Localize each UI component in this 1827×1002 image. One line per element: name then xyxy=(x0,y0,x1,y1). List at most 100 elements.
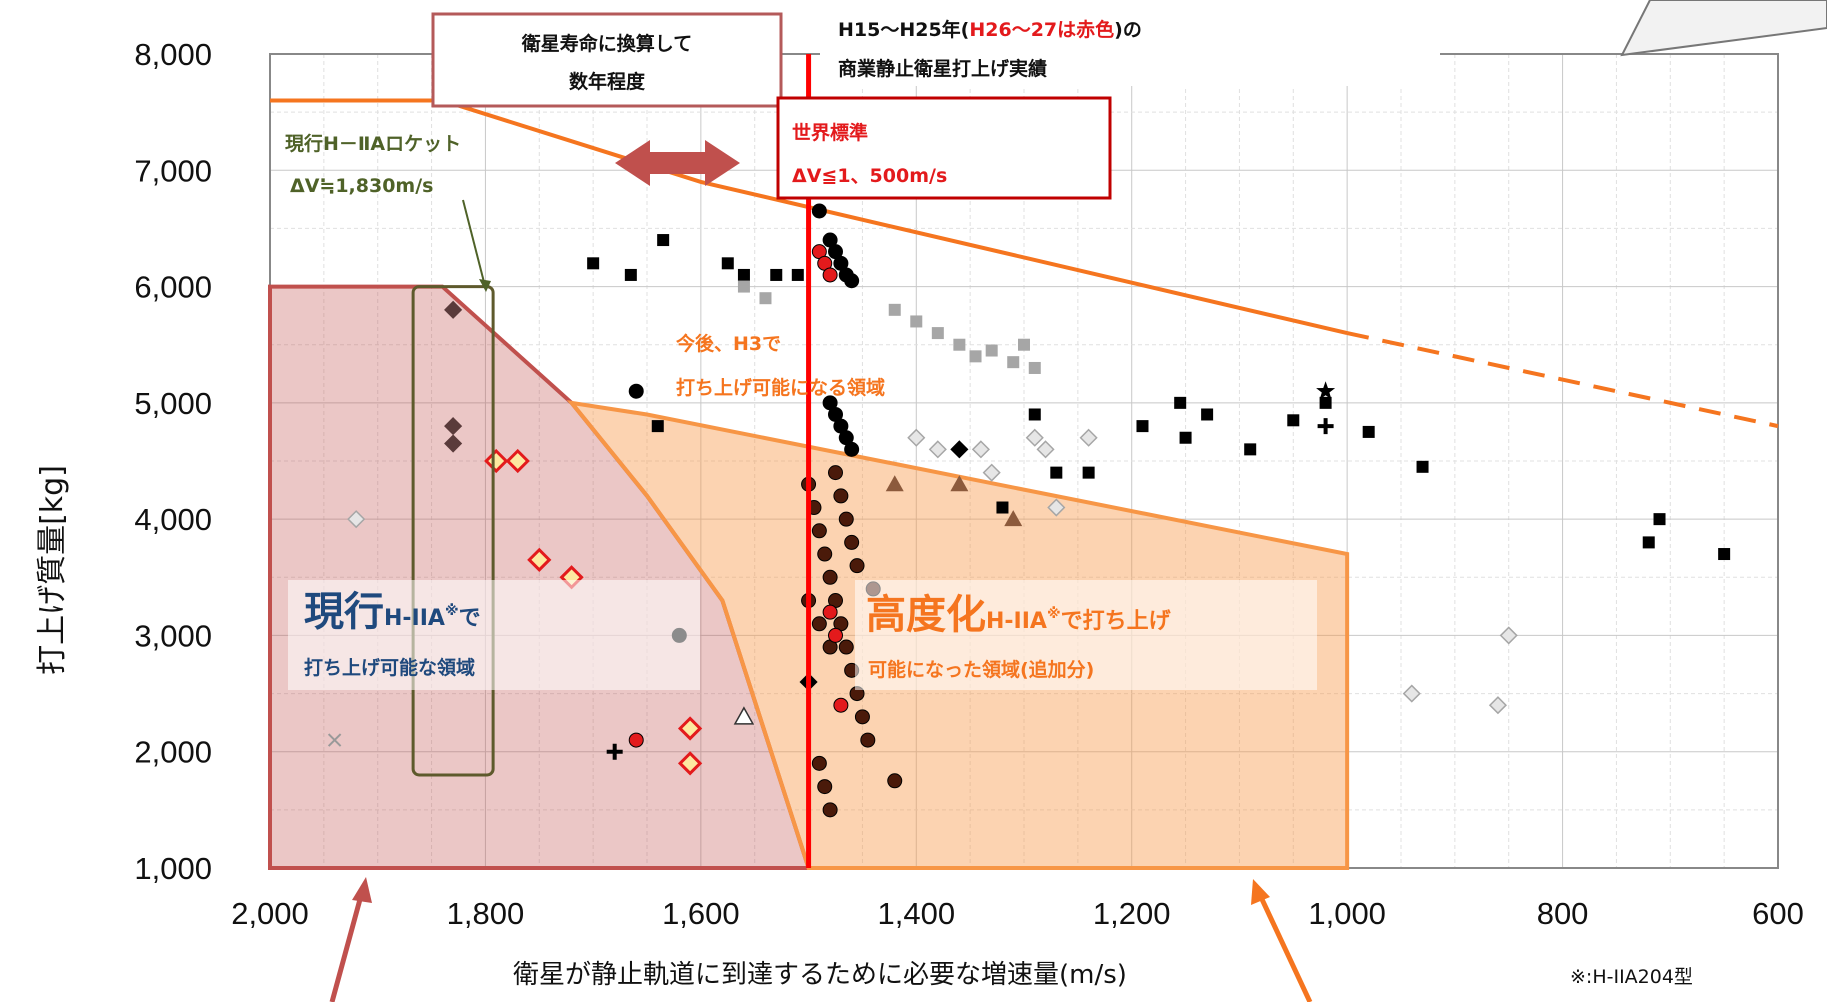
record-line2: 商業静止衛星打上げ実績 xyxy=(838,57,1047,80)
data-point-red-diamond xyxy=(484,448,509,474)
data-point-red-diamond xyxy=(527,547,552,572)
data-point-dark-diamond xyxy=(444,300,463,319)
data-point-brown-circle xyxy=(849,558,865,574)
current-region-label: 現行H-IIA※で 打ち上げ可能な領域 xyxy=(288,580,700,690)
data-point-red-diamond xyxy=(505,448,530,474)
lifetime-annotation: 衛星寿命に換算して 数年程度 xyxy=(431,12,783,108)
x-tick-label: 1,800 xyxy=(447,896,525,931)
data-point-brown-circle xyxy=(833,488,849,504)
world-standard-line2: ΔV≦1、500m/s xyxy=(792,165,947,187)
data-point-gray-square xyxy=(931,327,944,340)
y-tick-label: 7,000 xyxy=(134,153,212,188)
data-point-gray-diamond xyxy=(1047,498,1066,517)
h3-line2: 打ち上げ可能になる領域 xyxy=(676,376,885,399)
y-tick-label: 6,000 xyxy=(134,270,212,305)
y-tick-label: 1,000 xyxy=(134,851,212,886)
data-point-open-triangle xyxy=(733,706,755,725)
data-point-black-square xyxy=(1653,513,1666,526)
y-axis-ticks: 8,000 7,000 6,000 5,000 4,000 3,000 2,000 1,000 xyxy=(134,37,212,886)
current-rocket-line1: 現行H－ⅡAロケット xyxy=(285,132,461,155)
data-point-black-square xyxy=(1201,408,1214,421)
data-point-black-square xyxy=(737,268,750,281)
lifetime-double-arrow-icon xyxy=(615,140,740,186)
x-tick-label: 2,000 xyxy=(231,896,309,931)
data-point-gray-square xyxy=(737,280,750,293)
data-point-black-square xyxy=(1319,396,1332,409)
data-point-gray-square xyxy=(1018,338,1030,351)
x-axis-ticks: 2,000 1,800 1,600 1,400 1,200 1,000 800 600 xyxy=(231,896,1804,931)
data-point-black-star xyxy=(1316,381,1336,400)
data-point-red-diamond xyxy=(677,751,703,776)
data-point-brown-circle xyxy=(887,773,903,789)
data-point-gray-diamond xyxy=(1036,440,1055,459)
data-point-black-circle xyxy=(628,383,644,399)
data-point-black-square xyxy=(657,234,670,247)
footnote: ※:H-IIA204型 xyxy=(1570,966,1693,988)
data-point-brown-circle xyxy=(844,534,860,550)
data-point-red-circle xyxy=(822,604,838,620)
callout-shape xyxy=(1620,0,1827,57)
data-point-gray-diamond xyxy=(1402,684,1421,703)
data-point-black-square xyxy=(721,257,734,270)
x-tick-label: 1,600 xyxy=(662,896,740,931)
y-axis-label: 打上げ質量[kg] xyxy=(35,465,70,675)
current-region-arrow-icon xyxy=(329,877,372,1002)
data-point-gray-diamond xyxy=(1488,696,1508,715)
data-point-black-circle xyxy=(844,273,860,289)
data-point-black-cross xyxy=(1317,418,1334,435)
data-point-gray-diamond xyxy=(907,428,926,447)
advanced-region-arrow-icon xyxy=(1251,879,1313,1002)
data-point-gray-square xyxy=(1007,356,1020,369)
data-point-black-square xyxy=(791,268,804,281)
data-point-black-square xyxy=(996,501,1009,514)
world-standard-annotation: 世界標準 ΔV≦1、500m/s xyxy=(776,96,1112,200)
y-tick-label: 5,000 xyxy=(134,386,212,421)
data-point-brown-circle xyxy=(838,639,854,655)
data-point-black-square xyxy=(770,268,783,281)
data-point-black-square xyxy=(1287,414,1300,427)
data-point-gray-square xyxy=(969,350,982,363)
data-point-black-square xyxy=(1179,431,1192,444)
data-point-red-circle xyxy=(822,267,838,283)
data-point-gray-diamond xyxy=(982,463,1001,482)
data-point-black-square xyxy=(651,420,664,433)
data-point-gray-diamond xyxy=(1079,428,1098,447)
data-point-gray-square xyxy=(1028,361,1041,374)
h3-line-solid xyxy=(270,98,1348,336)
data-point-black-diamond xyxy=(950,440,969,459)
world-standard-line1: 世界標準 xyxy=(792,121,868,144)
data-point-black-square xyxy=(1362,425,1375,438)
data-point-black-square xyxy=(1028,408,1041,421)
data-point-black-square xyxy=(1136,420,1149,433)
x-tick-label: 1,200 xyxy=(1093,896,1171,931)
data-point-gray-square xyxy=(910,315,923,328)
data-point-gray-square xyxy=(953,338,966,351)
data-point-red-diamond xyxy=(677,716,703,741)
current-region-line1: 現行H-IIA※で xyxy=(304,589,481,635)
data-point-brown-circle xyxy=(811,755,827,771)
data-point-black-square xyxy=(624,268,637,281)
x-tick-label: 800 xyxy=(1537,896,1589,931)
data-point-gray-diamond xyxy=(971,440,990,459)
current-rocket-line2: ΔV≒1,830m/s xyxy=(290,175,433,197)
data-point-brown-triangle xyxy=(1004,510,1023,527)
data-point-black-square xyxy=(1082,466,1095,479)
data-point-black-circle xyxy=(811,203,827,219)
advanced-region-label: 高度化H-IIA※で打ち上げ 可能になった領域(追加分) xyxy=(855,580,1317,690)
data-point-gray-diamond xyxy=(1025,428,1044,447)
h3-line1: 今後、H3で xyxy=(675,332,781,355)
data-point-red-circle xyxy=(828,627,843,643)
h3-line-dashed xyxy=(1346,331,1779,429)
advanced-region-line1: 高度化H-IIA※で打ち上げ xyxy=(866,592,1172,638)
data-point-brown-triangle xyxy=(950,475,969,492)
data-point-black-square xyxy=(587,257,600,270)
data-point-gray-square xyxy=(888,303,901,316)
data-point-red-circle xyxy=(628,732,644,748)
lifetime-line1: 衛星寿命に換算して xyxy=(521,32,692,55)
record-annotation: H15〜H25年(H26〜27は赤色)の 商業静止衛星打上げ実績 xyxy=(820,0,1440,86)
data-point-brown-circle xyxy=(854,709,870,725)
data-point-brown-circle xyxy=(817,779,833,795)
data-point-black-circle xyxy=(844,441,860,457)
data-point-gray-square xyxy=(759,292,772,305)
data-point-gray-diamond xyxy=(928,440,947,459)
